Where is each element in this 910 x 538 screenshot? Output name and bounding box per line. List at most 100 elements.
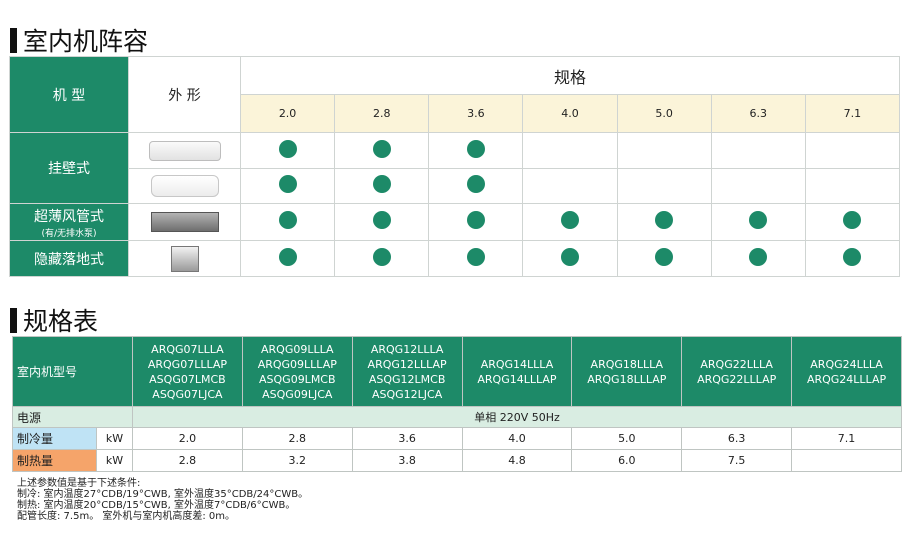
available-dot-icon — [466, 211, 485, 229]
size-cell: 3.6 — [428, 94, 524, 133]
available-dot-icon — [278, 139, 297, 158]
model-name: ASQG07LJCA — [152, 387, 223, 401]
lineup-table: 机 型 外 形 规格 2.0 2.8 3.6 4.0 5.0 6.3 7.1 挂… — [9, 56, 901, 277]
heating-value: 2.8 — [132, 449, 243, 472]
cooling-value: 6.3 — [681, 427, 793, 450]
available-dot-icon — [560, 211, 579, 229]
available-dot-icon — [278, 247, 297, 266]
note-line: 上述参数值是基于下述条件: — [17, 478, 141, 489]
cooling-value: 2.8 — [241, 427, 353, 450]
cooling-value: 5.0 — [571, 427, 683, 450]
mark-cell — [616, 240, 712, 277]
mark-cell — [334, 132, 430, 169]
available-dot-icon — [372, 175, 391, 193]
mark-cell — [428, 240, 524, 277]
heating-label: 制热量 — [12, 449, 97, 472]
model-name: ARQG22LLLA — [700, 357, 773, 371]
mark-cell — [522, 132, 618, 169]
mark-cell — [522, 203, 618, 241]
available-dot-icon — [655, 247, 674, 266]
heating-value: 3.8 — [351, 449, 463, 472]
heating-unit: kW — [95, 449, 134, 472]
heating-value: 6.0 — [571, 449, 683, 472]
model-name: ARQG07LLLA — [151, 342, 224, 356]
section-title-spec: 规格表 — [10, 302, 98, 338]
model-name: ARQG12LLLAP — [367, 357, 447, 371]
model-cell: ARQG14LLLA ARQG14LLLAP — [461, 336, 573, 407]
mark-cell — [428, 203, 524, 241]
mark-cell — [522, 240, 618, 277]
model-name: ARQG24LLLAP — [806, 372, 887, 386]
model-cell: ARQG07LLLA ARQG07LLLAP ASQG07LMCB ASQG07LJC… — [132, 336, 243, 407]
mark-cell — [616, 168, 712, 204]
model-cell: ARQG12LLLA ARQG12LLLAP ASQG12LMCB ASQG12LJC… — [351, 336, 463, 407]
mark-cell — [710, 168, 806, 204]
wall-unit-slim-icon — [148, 140, 221, 161]
size-cell: 7.1 — [804, 94, 901, 133]
note-line: 制热: 室内温度20°CDB/15°CWB, 室外温度7°CDB/6°CWB。 — [17, 500, 296, 511]
row-sublabel: (有/无排水泵) — [41, 228, 97, 239]
cooling-value: 2.0 — [132, 427, 243, 450]
mark-cell — [334, 168, 430, 204]
row-label-duct: 超薄风管式 (有/无排水泵) — [9, 203, 129, 241]
note-line: 配管长度: 7.5m。 室外机与室内机高度差: 0m。 — [17, 511, 236, 522]
model-name: ARQG14LLLA — [480, 357, 554, 371]
shape-cell — [128, 203, 241, 241]
power-label: 电源 — [11, 406, 134, 428]
available-dot-icon — [372, 139, 391, 158]
power-value: 单相 220V 50Hz — [132, 406, 902, 428]
section-title-lineup: 室内机阵容 — [10, 22, 148, 58]
model-name: ARQG07LLLAP — [147, 357, 228, 371]
model-cell: ARQG09LLLA ARQG09LLLAP ASQG09LMCB ASQG09LJC… — [241, 336, 353, 407]
shape-cell — [128, 240, 241, 277]
mark-cell — [428, 168, 524, 204]
size-cell: 6.3 — [710, 94, 806, 133]
title-bar-icon — [10, 307, 17, 333]
cooling-value: 7.1 — [791, 427, 902, 450]
mark-cell — [428, 132, 524, 169]
cooling-value: 4.0 — [461, 427, 573, 450]
model-name: ASQG07LMCB — [149, 372, 226, 386]
available-dot-icon — [749, 211, 768, 229]
note-line: 制冷: 室内温度27°CDB/19°CWB, 室外温度35°CDB/24°CWB… — [17, 489, 309, 500]
mark-cell — [710, 203, 806, 241]
shape-cell — [128, 132, 241, 169]
available-dot-icon — [843, 211, 862, 229]
row-label-floor: 隐藏落地式 — [9, 240, 129, 277]
mark-cell — [239, 132, 336, 169]
row-label-wall: 挂壁式 — [9, 132, 129, 204]
available-dot-icon — [466, 247, 485, 266]
floor-unit-icon — [170, 245, 199, 272]
available-dot-icon — [278, 211, 297, 229]
model-name: ARQG14LLLAP — [477, 372, 557, 386]
section-title-text: 规格表 — [23, 307, 99, 336]
available-dot-icon — [655, 211, 674, 229]
mark-cell — [239, 203, 336, 241]
row-label-text: 超薄风管式 — [34, 208, 104, 225]
model-label: 室内机型号 — [11, 336, 134, 407]
cooling-value: 3.6 — [351, 427, 463, 450]
available-dot-icon — [372, 247, 391, 266]
spec-header: 规格 — [240, 56, 900, 95]
model-name: ARQG09LLLAP — [257, 357, 337, 371]
mark-cell — [239, 168, 336, 204]
shape-header: 外 形 — [128, 56, 241, 133]
model-name: ARQG18LLLA — [590, 357, 664, 371]
model-name: ARQG09LLLA — [261, 342, 334, 356]
cooling-label: 制冷量 — [12, 427, 97, 450]
spec-table: 室内机型号 ARQG07LLLA ARQG07LLLAP ASQG07LMCB ASQ… — [11, 336, 902, 472]
available-dot-icon — [560, 247, 579, 266]
model-name: ARQG18LLLAP — [587, 372, 667, 386]
available-dot-icon — [466, 175, 485, 193]
mark-cell — [804, 168, 901, 204]
model-name: ASQG12LJCA — [371, 387, 443, 401]
mark-cell — [616, 132, 712, 169]
model-name: ARQG22LLLAP — [697, 372, 777, 386]
mark-cell — [804, 203, 901, 241]
mark-cell — [804, 240, 901, 277]
heating-value: 3.2 — [241, 449, 353, 472]
ducted-unit-icon — [150, 212, 219, 233]
conditions-notes: 上述参数值是基于下述条件: 制冷: 室内温度27°CDB/19°CWB, 室外温… — [17, 478, 308, 522]
size-cell: 2.8 — [334, 94, 430, 133]
model-name: ASQG12LMCB — [368, 372, 446, 386]
